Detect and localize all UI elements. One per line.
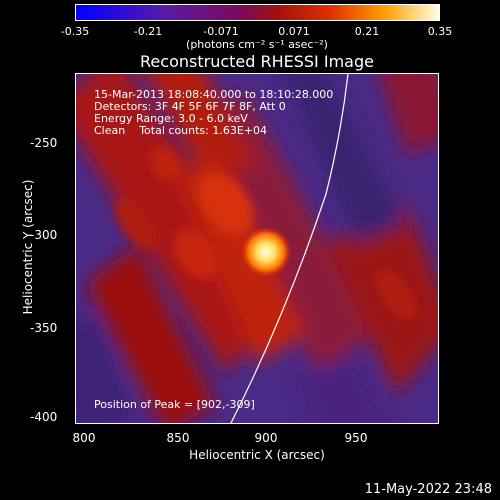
colorbar-tick: 0.071 <box>278 25 310 38</box>
colorbar-tick: -0.21 <box>133 25 163 38</box>
emission-knots <box>115 145 417 320</box>
colorbar-tick: -0.071 <box>203 25 239 38</box>
clean-counts-text: Clean Total counts: 1.63E+04 <box>94 124 268 137</box>
date-stamp: 11-May-2022 23:48 <box>364 482 492 497</box>
colorbar-tick: 0.21 <box>354 25 380 38</box>
x-tick-label: 800 <box>72 431 96 445</box>
y-tick-label: -400 <box>30 410 58 424</box>
colorbar-units: (photons cm⁻² s⁻¹ asec⁻²) <box>186 38 328 51</box>
rhessi-image <box>76 74 438 423</box>
solar-limb <box>230 74 349 423</box>
colorbar-tick: -0.35 <box>60 25 90 38</box>
colorbar-gradient <box>76 5 439 20</box>
x-tick-label: 950 <box>344 431 368 445</box>
x-tick-label: 900 <box>254 431 278 445</box>
y-tick-label: -300 <box>30 228 58 242</box>
y-tick-label: -250 <box>30 136 58 150</box>
y-axis-label: Heliocentric Y (arcsec) <box>21 179 35 315</box>
x-axis-label: Heliocentric X (arcsec) <box>189 448 325 462</box>
plot-title: Reconstructed RHESSI Image <box>140 52 374 71</box>
y-tick-label: -350 <box>30 321 58 335</box>
colorbar <box>75 4 440 21</box>
energy-range-text: Energy Range: 3.0 - 6.0 keV <box>94 112 248 125</box>
x-tick-label: 850 <box>166 431 190 445</box>
image-plot-area <box>75 73 439 424</box>
detectors-text: Detectors: 3F 4F 5F 6F 7F 8F, Att 0 <box>94 100 286 113</box>
time-range-text: 15-Mar-2013 18:08:40.000 to 18:10:28.000 <box>94 88 334 101</box>
peak-position-text: Position of Peak = [902,-309] <box>94 398 255 411</box>
flux-peak <box>240 226 292 278</box>
colorbar-tick: 0.35 <box>427 25 453 38</box>
